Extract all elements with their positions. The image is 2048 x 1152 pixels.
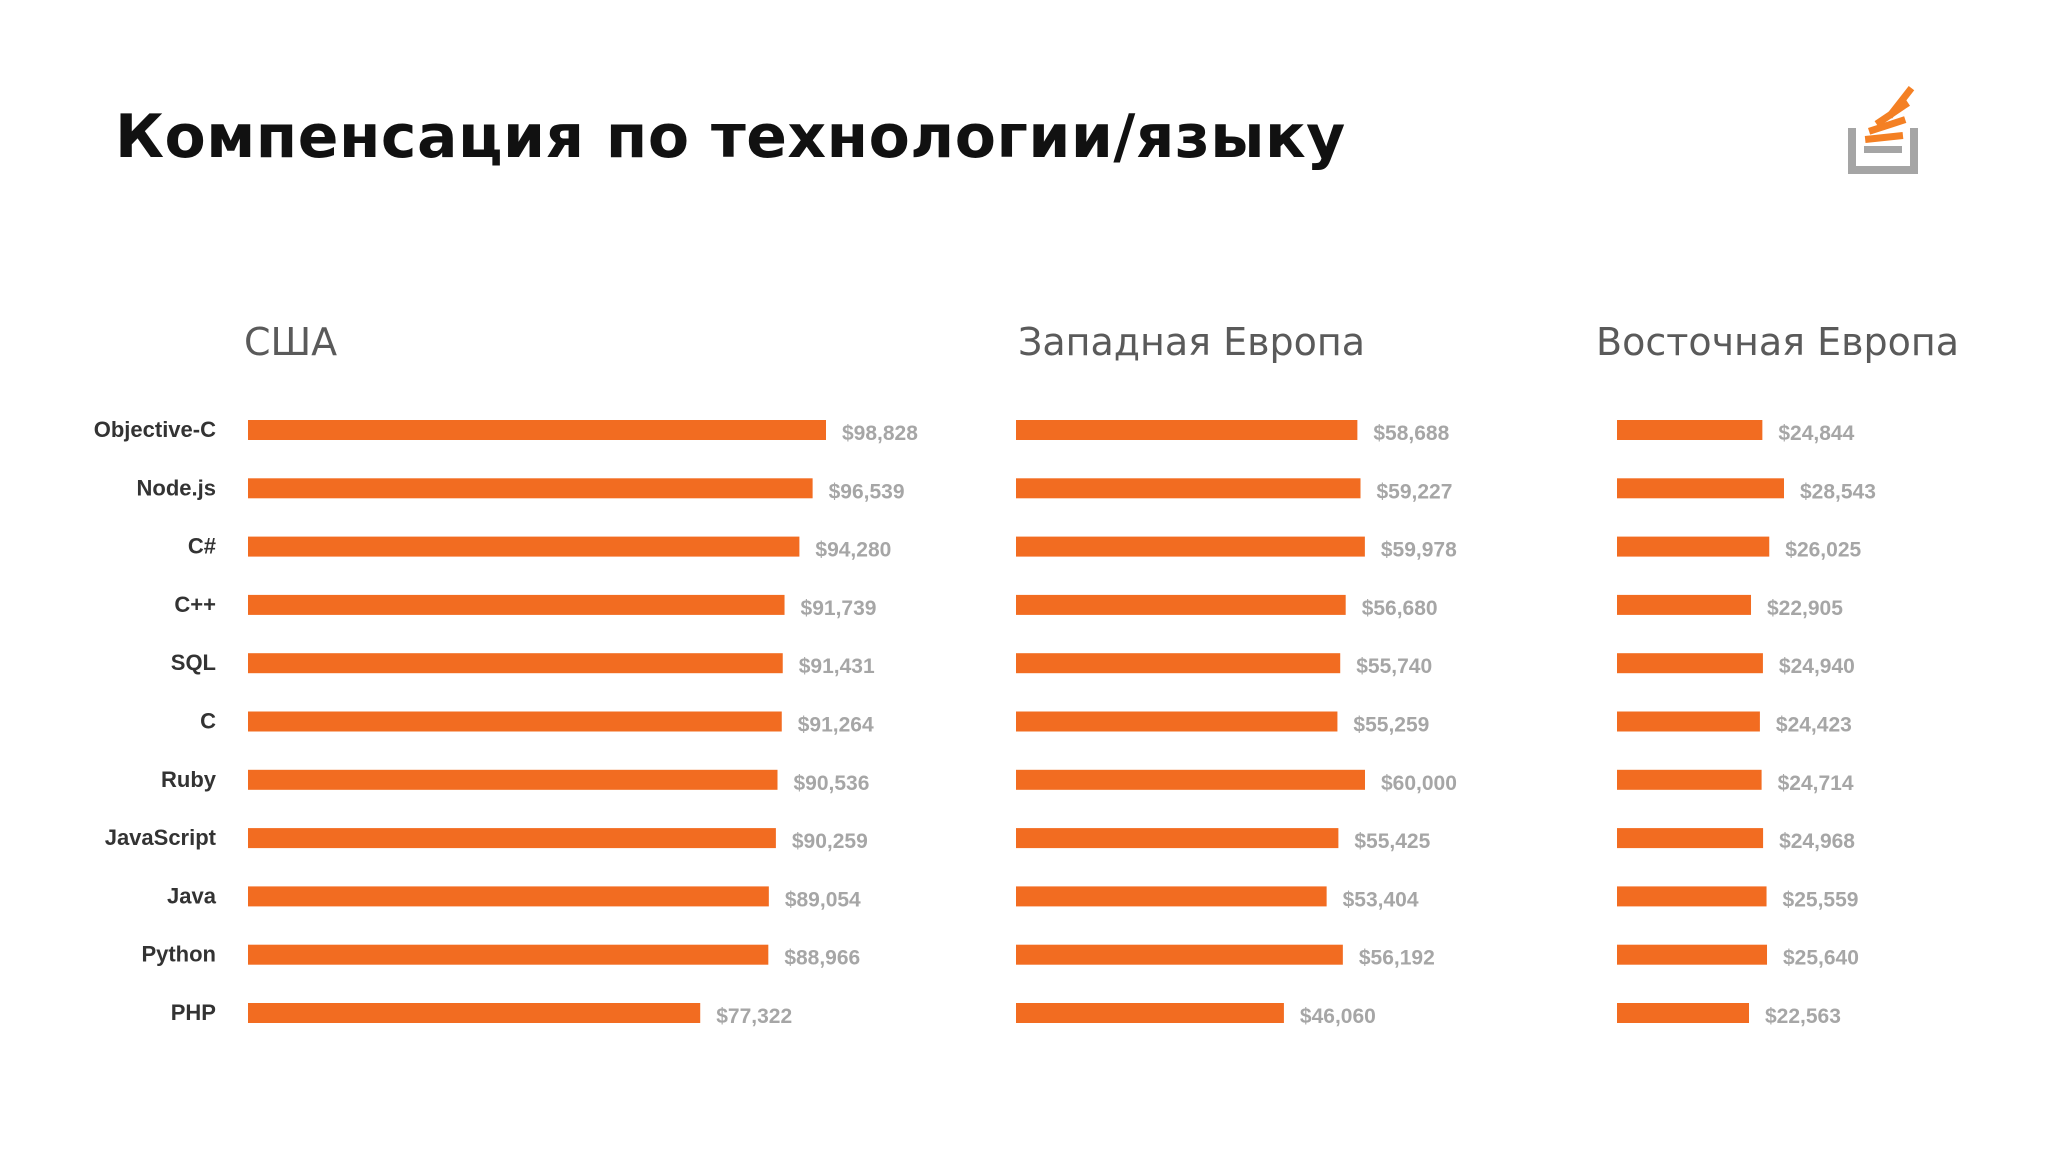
bar-2-7 (1617, 828, 1764, 849)
bar-0-6 (248, 769, 778, 790)
value-label: $77,322 (716, 1005, 792, 1028)
value-label: $96,539 (829, 480, 905, 503)
bar-2-3 (1617, 594, 1752, 615)
bar-0-5 (248, 711, 782, 732)
bar-1-8 (1016, 886, 1327, 907)
logo-line-1 (1864, 146, 1902, 153)
logo-line-5 (1886, 85, 1915, 119)
value-label: $22,905 (1767, 597, 1843, 620)
value-label: $90,259 (792, 830, 868, 853)
bar-2-5 (1617, 711, 1760, 732)
value-label: $24,968 (1779, 830, 1855, 853)
bar-1-6 (1016, 769, 1365, 790)
value-label: $28,543 (1800, 480, 1876, 503)
category-label: C++ (174, 592, 216, 617)
value-label: $24,714 (1778, 772, 1854, 795)
panel-title: Западная Европа (1018, 320, 1365, 364)
panel-title: Восточная Европа (1596, 320, 1959, 364)
bar-0-8 (248, 886, 769, 907)
category-label: Java (167, 883, 217, 908)
bar-1-2 (1016, 536, 1365, 557)
bar-1-7 (1016, 828, 1339, 849)
value-label: $24,423 (1776, 714, 1852, 737)
bar-0-0 (248, 420, 826, 440)
category-label: SQL (171, 650, 216, 675)
value-label: $55,259 (1353, 714, 1429, 737)
value-label: $91,431 (799, 655, 875, 678)
bar-1-9 (1016, 944, 1343, 965)
value-label: $59,227 (1377, 480, 1453, 503)
value-label: $60,000 (1381, 772, 1457, 795)
bar-0-1 (248, 478, 813, 499)
logo-line-3 (1868, 116, 1907, 135)
bar-1-1 (1016, 478, 1361, 499)
logo-line-2 (1864, 132, 1904, 143)
category-label: PHP (171, 1000, 216, 1025)
bar-1-5 (1016, 711, 1338, 732)
value-label: $53,404 (1343, 888, 1419, 911)
panel-title: США (244, 320, 337, 364)
bar-0-3 (248, 594, 785, 615)
value-label: $24,940 (1779, 655, 1855, 678)
category-label: Ruby (161, 767, 217, 792)
bar-1-3 (1016, 594, 1346, 615)
value-label: $56,680 (1362, 597, 1438, 620)
value-label: $55,740 (1356, 655, 1432, 678)
value-label: $25,559 (1783, 888, 1859, 911)
bar-0-2 (248, 536, 800, 557)
bar-0-9 (248, 944, 769, 965)
value-label: $59,978 (1381, 539, 1457, 562)
value-label: $22,563 (1765, 1005, 1841, 1028)
value-label: $26,025 (1785, 539, 1861, 562)
bar-2-0 (1617, 420, 1763, 440)
slide-title: Компенсация по технологии/языку (115, 102, 1346, 172)
bar-2-6 (1617, 769, 1762, 790)
value-label: $91,264 (798, 714, 874, 737)
value-label: $56,192 (1359, 947, 1435, 970)
bar-1-10 (1016, 1003, 1284, 1023)
value-label: $91,739 (801, 597, 877, 620)
value-label: $89,054 (785, 888, 861, 911)
value-label: $98,828 (842, 422, 918, 445)
category-label: Node.js (137, 475, 216, 500)
bar-2-2 (1617, 536, 1770, 557)
value-label: $55,425 (1354, 830, 1430, 853)
value-label: $90,536 (794, 772, 870, 795)
logo-tray (1848, 128, 1918, 174)
bar-0-10 (248, 1003, 701, 1023)
bar-2-8 (1617, 886, 1767, 907)
bar-1-4 (1016, 653, 1341, 674)
category-label: C (200, 709, 216, 734)
bar-2-9 (1617, 944, 1768, 965)
bar-2-4 (1617, 653, 1763, 674)
bar-2-10 (1617, 1003, 1750, 1023)
bar-0-4 (248, 653, 783, 674)
stack-overflow-logo-icon (1848, 85, 1918, 174)
value-label: $58,688 (1373, 422, 1449, 445)
bar-2-1 (1617, 478, 1784, 499)
bar-0-7 (248, 828, 776, 849)
category-label: C# (188, 534, 216, 559)
value-label: $46,060 (1300, 1005, 1376, 1028)
value-label: $25,640 (1783, 947, 1859, 970)
value-label: $94,280 (815, 539, 891, 562)
category-label: Python (141, 942, 216, 967)
value-label: $88,966 (784, 947, 860, 970)
category-label: JavaScript (105, 825, 217, 850)
value-label: $24,844 (1778, 422, 1854, 445)
bar-1-0 (1016, 420, 1358, 440)
category-label: Objective-C (94, 417, 216, 442)
